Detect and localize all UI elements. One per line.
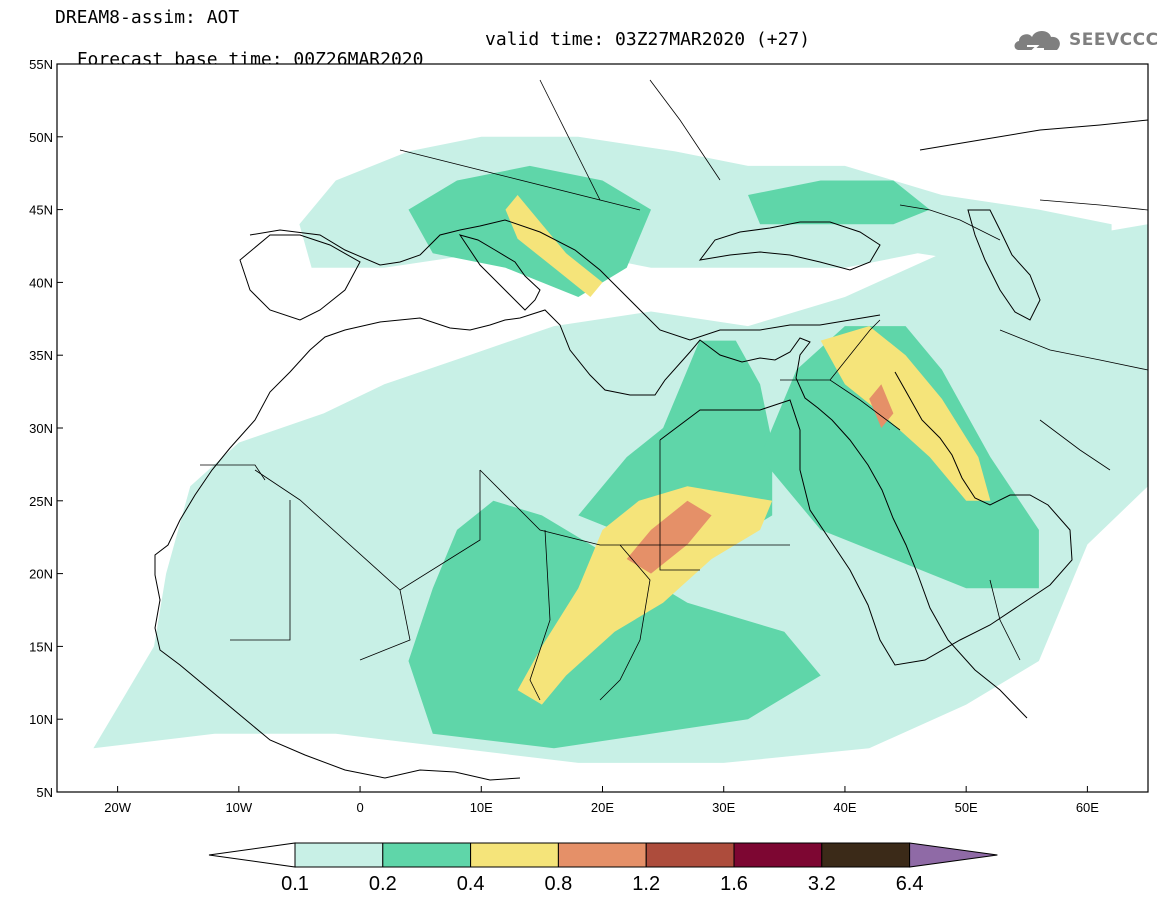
lon-tick-label: 20E — [591, 800, 614, 815]
black-sea-coastline — [698, 221, 881, 271]
lon-tick-label: 10W — [225, 800, 252, 815]
colorbar-bin-0_1 — [294, 842, 384, 868]
arabia-coastline — [659, 371, 1073, 666]
lat-tick-label: 35N — [29, 348, 53, 363]
aot-contours — [93, 136, 1148, 763]
lat-tick-label: 15N — [29, 639, 53, 654]
border-ukraine-west — [649, 79, 721, 181]
southern-europe-coastline — [249, 219, 881, 341]
border-niger-libya — [479, 469, 660, 546]
lat-tick-label: 25N — [29, 494, 53, 509]
border-mali-niger — [359, 589, 411, 661]
lon-tick-label: 10E — [470, 800, 493, 815]
longitude-ticks: 20W 10W 0 10E 20E 30E 40E 50E 60E — [104, 786, 1099, 815]
border-mauritania-mali — [230, 500, 291, 641]
colorbar-bin-1_6 — [733, 842, 823, 868]
aot-region-0_8-10 — [626, 500, 712, 574]
colorbar-over-arrow — [909, 842, 998, 868]
lat-tick-label: 40N — [29, 275, 53, 290]
colorbar-bin-3_2 — [821, 842, 911, 868]
colorbar-label: 3.2 — [808, 873, 836, 895]
border-yemen-oman — [989, 579, 1021, 661]
colorbar-bin-0_8 — [557, 842, 647, 868]
lon-tick-label: 60E — [1076, 800, 1099, 815]
logo-text: SEEVCCC — [1069, 30, 1159, 50]
lat-tick-label: 5N — [36, 785, 53, 800]
lat-tick-label: 50N — [29, 130, 53, 145]
lat-tick-label: 10N — [29, 712, 53, 727]
aot-region-0_4-7 — [517, 486, 773, 705]
colorbar-label: 1.6 — [720, 873, 748, 895]
colorbar-label: 0.2 — [369, 873, 397, 895]
border-caucasus — [899, 204, 1001, 241]
border-chad-west — [529, 529, 551, 701]
border-jordan-saudi — [780, 379, 901, 431]
valid-time-label: valid time: 03Z27MAR2020 (+27) — [485, 29, 811, 50]
border-chad-sudan — [599, 544, 651, 701]
aot-region-0_2-4 — [760, 326, 1039, 589]
lon-tick-label: 50E — [955, 800, 978, 815]
colorbar-label: 0.1 — [281, 873, 309, 895]
north-coastline — [919, 119, 1148, 151]
colorbar-label: 0.4 — [457, 873, 485, 895]
coastlines — [154, 119, 1148, 781]
aot-region-0_8-11 — [869, 384, 894, 428]
latitude-ticks: 5N 10N 15N 20N 25N 30N 35N 40N 45N 50N 55N — [29, 57, 63, 800]
colorbar-bin-1_2 — [645, 842, 735, 868]
border-morocco — [200, 464, 266, 481]
aot-region-0_2-6 — [748, 180, 930, 225]
border-iran-turkmenistan — [999, 329, 1148, 371]
lon-tick-label: 20W — [104, 800, 131, 815]
seevccc-logo: SEEVCCC — [1011, 24, 1158, 56]
colorbar-label: 0.8 — [544, 873, 572, 895]
aot-region-0_4-9 — [505, 195, 603, 297]
lon-tick-label: 40E — [833, 800, 856, 815]
lat-tick-label: 20N — [29, 567, 53, 582]
aot-region-0_4-8 — [820, 326, 991, 501]
colorbar-bin-0_2 — [382, 842, 472, 868]
lon-tick-label: 0 — [356, 800, 363, 815]
colorbar-label: 6.4 — [896, 873, 924, 895]
colorbar-under-arrow — [208, 842, 296, 868]
lon-tick-label: 30E — [712, 800, 735, 815]
caspian-coastline — [967, 209, 1041, 321]
lat-tick-label: 30N — [29, 421, 53, 436]
country-borders — [200, 79, 1148, 701]
border-kazakhstan — [1039, 199, 1148, 211]
colorbar-label: 1.2 — [632, 873, 660, 895]
border-libya-egypt — [659, 440, 700, 571]
map-title: DREAM8-assim: AOT — [55, 7, 240, 28]
colorbar-bin-0_4 — [470, 842, 559, 868]
iberia-coastline — [239, 234, 361, 321]
border-syria-iraq — [829, 319, 881, 381]
italy-coastline — [458, 234, 541, 311]
border-germany-poland — [539, 79, 601, 201]
africa-coastline — [154, 309, 1028, 781]
cloud-icon — [1014, 31, 1060, 50]
border-iran-pakistan — [1039, 419, 1111, 471]
lat-tick-label: 45N — [29, 203, 53, 218]
lat-tick-label: 55N — [29, 57, 53, 72]
